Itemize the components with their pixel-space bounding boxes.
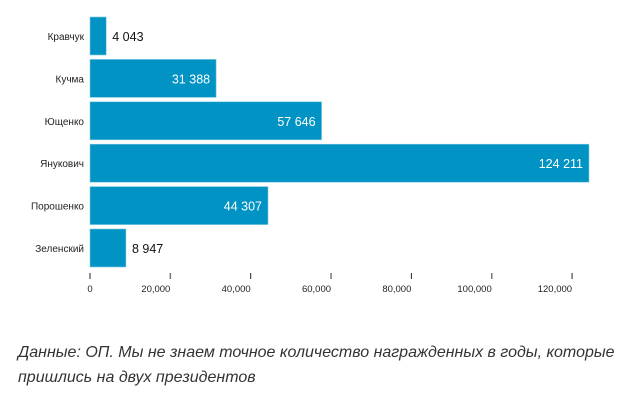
chart-caption: Данные: ОП. Мы не знаем точное количеств… bbox=[18, 344, 615, 386]
value-label: 4 043 bbox=[112, 30, 143, 44]
bar bbox=[89, 16, 107, 56]
x-tick-label: 80,000 bbox=[382, 284, 411, 295]
bar-chart: Кравчук 4 043 Кучма 31 388 Ющенко 57 646 Януко… bbox=[31, 16, 590, 295]
category-label: Янукович bbox=[40, 159, 84, 170]
x-tick-label: 120,000 bbox=[538, 284, 572, 295]
bar bbox=[89, 59, 217, 98]
x-tick-label: 60,000 bbox=[302, 284, 331, 295]
x-tick-label: 20,000 bbox=[141, 284, 170, 295]
category-label: Зеленский bbox=[35, 244, 84, 255]
bar bbox=[89, 186, 269, 225]
category-label: Кучма bbox=[56, 74, 85, 85]
category-label: Ющенко bbox=[45, 117, 85, 128]
value-label: 8 947 bbox=[132, 242, 163, 256]
category-label: Кравчук bbox=[48, 32, 85, 43]
category-label: Порошенко bbox=[31, 202, 84, 213]
value-label: 31 388 bbox=[172, 72, 210, 86]
x-tick-label: 40,000 bbox=[222, 284, 251, 295]
bar bbox=[89, 101, 322, 141]
x-tick-label: 0 bbox=[87, 284, 92, 295]
bar bbox=[89, 143, 590, 183]
value-label: 44 307 bbox=[224, 200, 262, 214]
value-label: 57 646 bbox=[277, 115, 315, 129]
value-label: 124 211 bbox=[539, 157, 583, 171]
bar bbox=[89, 228, 127, 268]
x-tick-label: 100,000 bbox=[457, 284, 491, 295]
